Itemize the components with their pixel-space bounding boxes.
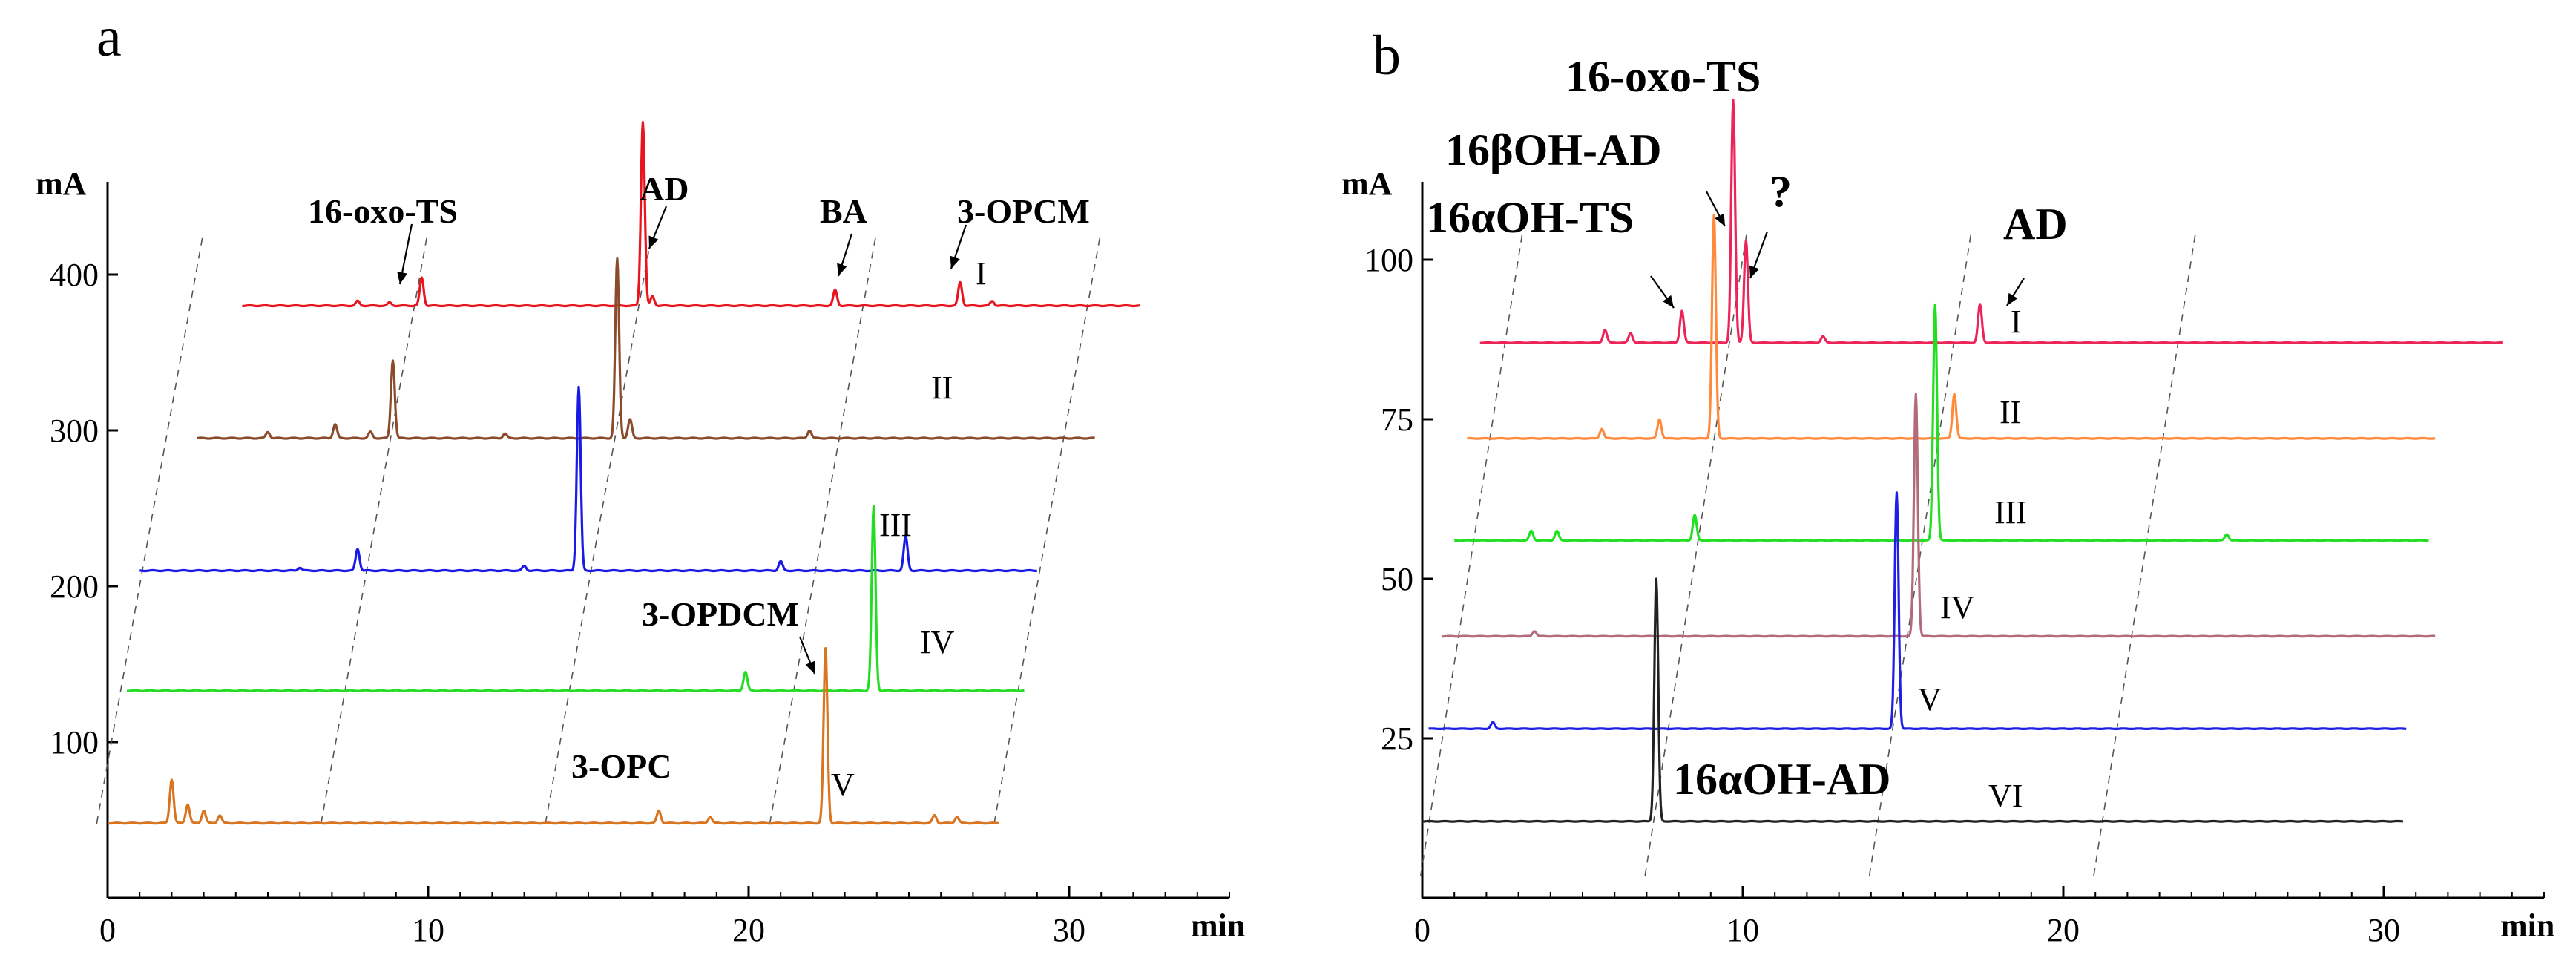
panel-b-annotation: 16αOH-TS	[1426, 193, 1634, 242]
panel-b-trace-label-IV: IV	[1940, 589, 1975, 626]
panel-a-annotation: AD	[640, 170, 689, 208]
panel-b-y-tick-label: 75	[1381, 401, 1413, 438]
panel-b-trace-VI	[1422, 577, 2404, 823]
panel-a-annotation-arrowhead	[950, 255, 960, 269]
panel-a-annotation: 3-OPCM	[957, 192, 1090, 230]
panel-a-guide-line	[320, 233, 428, 824]
panel-b-trace-IV	[1441, 393, 2436, 638]
panel-a-y-unit-label: mA	[36, 165, 87, 202]
panel-b-annotation-arrowhead	[1662, 295, 1674, 308]
panel-b-guide-line	[1420, 233, 1523, 876]
panel-a-guide-line	[769, 233, 877, 824]
panel-a-trace-V	[107, 647, 999, 825]
panel-b-x-tick-label: 20	[2047, 912, 2080, 948]
panel-b-y-tick-label: 25	[1381, 721, 1413, 757]
panel-a-guide-line	[96, 233, 204, 824]
panel-a-trace-IV	[126, 505, 1025, 692]
panel-b-annotation: 16αOH-AD	[1673, 755, 1890, 804]
panel-a-annotation-arrowhead	[648, 235, 659, 249]
panel-b-x-tick-label: 10	[1726, 912, 1759, 948]
panel-b-annotation-arrowhead	[1715, 213, 1725, 226]
panel-b-trace-label-V: V	[1918, 681, 1942, 718]
panel-a-y-tick-label: 400	[50, 257, 99, 293]
panel-a-y-tick-label: 300	[50, 413, 99, 449]
panel-a-annotation-arrowhead	[805, 660, 815, 674]
panel-a-trace-label-V: V	[831, 767, 855, 803]
panel-a-x-tick-label: 20	[732, 912, 765, 948]
panel-b-trace-I	[1479, 99, 2503, 344]
panel-b-annotation: 16βOH-AD	[1445, 125, 1662, 174]
panel-b-guide-line	[1868, 233, 1972, 876]
panel-b-trace-label-VI: VI	[1988, 778, 2023, 814]
panel-a-y-tick-label: 100	[50, 724, 99, 761]
panel-b-annotation: ?	[1770, 167, 1792, 216]
panel-a-trace-label-III: III	[879, 507, 912, 543]
panel-a-annotation: BA	[820, 192, 867, 230]
panel-a-trace-II	[197, 257, 1096, 440]
panel-b-trace-label-III: III	[1994, 494, 2027, 531]
panel-b-letter: b	[1373, 24, 1401, 87]
panel-a-annotation-arrowhead	[837, 263, 847, 276]
panel-a-trace-label-I: I	[976, 255, 987, 292]
panel-b-annotation: AD	[2003, 200, 2068, 249]
panel-a-annotation-arrowhead	[397, 271, 407, 284]
panel-a-trace-I	[241, 121, 1140, 308]
panel-b-trace-II	[1466, 214, 2436, 440]
panel-b-y-tick-label: 50	[1381, 561, 1413, 597]
panel-b-x-tick-label: 30	[2368, 912, 2400, 948]
panel-b-trace-III	[1453, 303, 2430, 542]
panel-b-trace-label-II: II	[2000, 394, 2021, 430]
panel-b-x-tick-label: 0	[1414, 912, 1430, 948]
panel-a-trace-III	[139, 385, 1038, 573]
panel-b-trace-V	[1427, 491, 2407, 730]
panel-b-guide-line	[2093, 233, 2196, 876]
panel-a-annotation: 16-oxo-TS	[308, 192, 458, 230]
panel-a-guide-line	[545, 233, 653, 824]
panel-a-guide-line	[993, 233, 1102, 824]
panel-a-annotation: 3-OPC	[571, 747, 671, 785]
panel-b-annotation-arrowhead	[2007, 292, 2018, 306]
panel-b-y-unit-label: mA	[1341, 165, 1393, 202]
panel-a-x-tick-label: 10	[412, 912, 444, 948]
panel-b-x-unit-label: min	[2500, 908, 2554, 944]
panel-a-x-tick-label: 0	[99, 912, 116, 948]
panel-a-x-unit-label: min	[1191, 908, 1245, 944]
panel-a-letter: a	[96, 6, 122, 68]
panel-b-annotation-arrowhead	[1749, 265, 1760, 278]
panel-a-x-tick-label: 30	[1053, 912, 1085, 948]
panel-a-y-tick-label: 200	[50, 568, 99, 605]
panel-b-trace-label-I: I	[2011, 304, 2022, 340]
panel-a-trace-label-II: II	[931, 370, 953, 406]
panel-b-annotation: 16-oxo-TS	[1565, 52, 1761, 101]
panel-b-guide-line	[1644, 233, 1747, 876]
panel-a-trace-label-IV: IV	[920, 624, 955, 660]
panel-b-y-tick-label: 100	[1364, 242, 1413, 278]
panel-a-annotation: 3-OPDCM	[642, 595, 799, 633]
